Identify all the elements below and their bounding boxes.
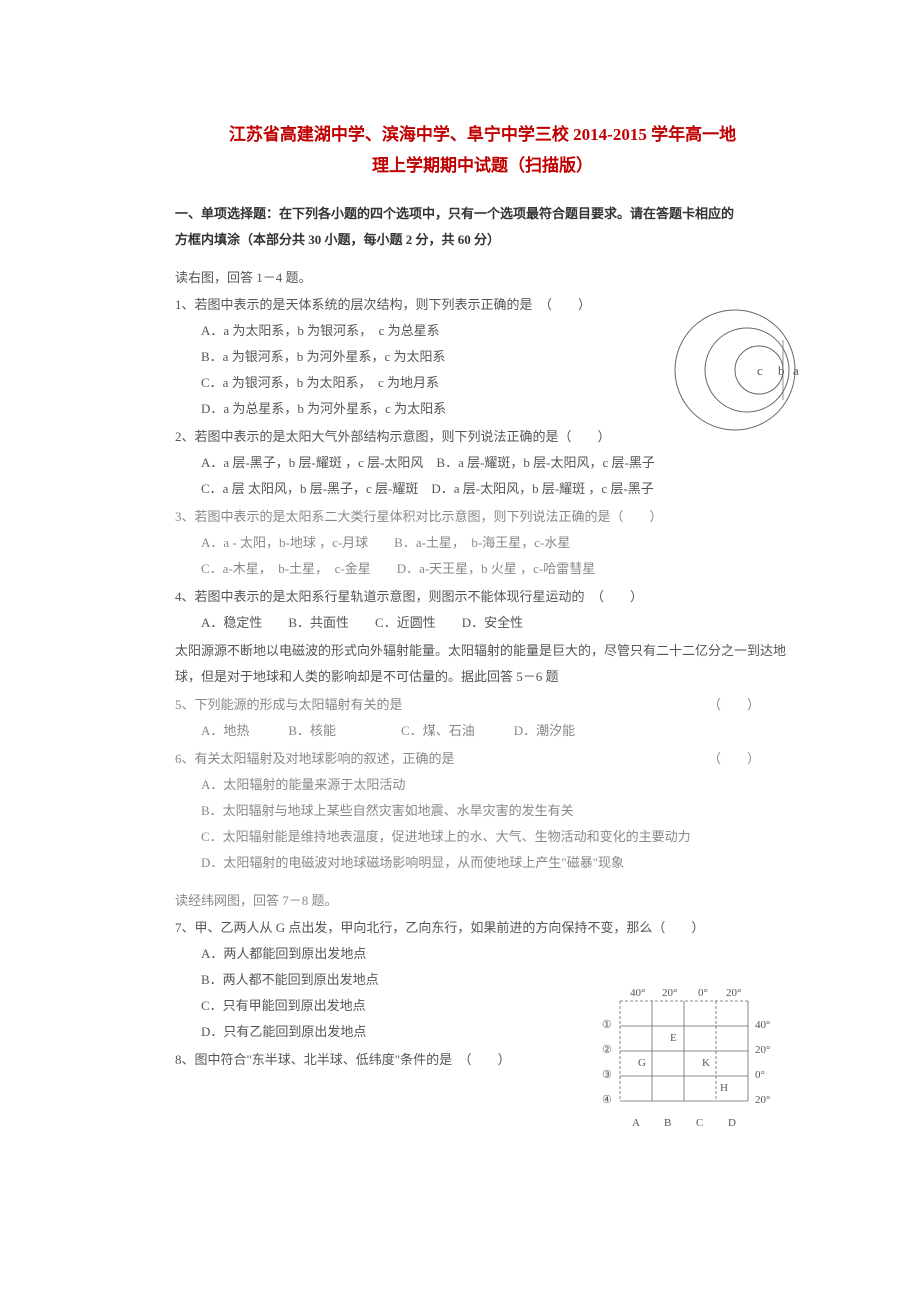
grid-right-2: 0° (755, 1069, 765, 1081)
q5-brackets: （ ） (708, 692, 760, 718)
q3-opt-ab: A．a - 太阳，b-地球 ，c-月球 B．a-土星， b-海王星，c-水星 (201, 530, 790, 556)
q6-opt-a: A．太阳辐射的能量来源于太阳活动 (201, 772, 790, 798)
section-header-1: 一、单项选择题：在下列各小题的四个选项中，只有一个选项最符合题目要求。请在答题卡… (175, 201, 790, 227)
q1-opt-a: A．a 为太阳系，b 为银河系， c 为总星系 (201, 318, 640, 344)
intro-1-4: 读右图，回答 1－4 题。 (175, 267, 790, 286)
intro-7-8: 读经纬网图，回答 7－8 题。 (175, 890, 790, 909)
grid-right-0: 40° (755, 1019, 770, 1031)
grid-cell-H: H (720, 1082, 728, 1094)
q6-stem: 6、有关太阳辐射及对地球影响的叙述，正确的是 （ ） (175, 746, 790, 772)
q7-opt-b: B．两人都不能回到原出发地点 (201, 967, 570, 993)
q6-opt-b: B．太阳辐射与地球上某些自然灾害如地震、水旱灾害的发生有关 (201, 798, 790, 824)
grid-right-3: 20° (755, 1094, 770, 1106)
q6-text: 6、有关太阳辐射及对地球影响的叙述，正确的是 (175, 751, 455, 766)
title-line-1: 江苏省高建湖中学、滨海中学、阜宁中学三校 2014-2015 学年高一地 (175, 120, 790, 151)
q7-opt-c: C．只有甲能回到原出发地点 (201, 993, 570, 1019)
q6-opt-d: D．太阳辐射的电磁波对地球磁场影响明显，从而使地球上产生"磁暴"现象 (201, 850, 790, 876)
q4-opts: A．稳定性 B．共面性 C．近圆性 D．安全性 (201, 610, 790, 636)
grid-top-3: 20° (726, 987, 741, 999)
q1-opt-b: B．a 为银河系，b 为河外星系，c 为太阳系 (201, 344, 640, 370)
q5-text: 5、下列能源的形成与太阳辐射有关的是 (175, 697, 403, 712)
grid-cell-G: G (638, 1057, 646, 1069)
grid-top-1: 20° (662, 987, 677, 999)
q3-opt-cd: C．a-木星， b-土星， c-金星 D．a-天王星，b 火星 ，c-哈雷彗星 (201, 556, 790, 582)
q1-stem: 1、若图中表示的是天体系统的层次结构，则下列表示正确的是 （ ） (175, 292, 640, 318)
q1-opt-c: C．a 为银河系，b 为太阳系， c 为地月系 (201, 370, 640, 396)
q2-opt-ab: A．a 层-黑子，b 层-耀斑 ，c 层-太阳风 B．a 层-耀斑，b 层-太阳… (201, 450, 790, 476)
grid-top-2: 0° (698, 987, 708, 999)
q3-stem: 3、若图中表示的是太阳系二大类行星体积对比示意图，则下列说法正确的是（ ） (175, 504, 790, 530)
grid-cell-E: E (670, 1032, 677, 1044)
para-5-6: 太阳源源不断地以电磁波的形式向外辐射能量。太阳辐射的能量是巨大的，尽管只有二十二… (175, 638, 790, 690)
grid-left-0: ① (602, 1019, 612, 1031)
label-a: a (793, 363, 799, 378)
grid-right-1: 20° (755, 1044, 770, 1056)
grid-left-2: ③ (602, 1069, 612, 1081)
q5-opts: A．地热 B．核能 C．煤、石油 D．潮汐能 (201, 718, 790, 744)
label-b: b (778, 363, 785, 378)
grid-bottom-2: C (696, 1117, 703, 1129)
grid-left-3: ④ (602, 1094, 612, 1106)
grid-left-1: ② (602, 1044, 612, 1056)
section-header-2: 方框内填涂（本部分共 30 小题，每小题 2 分，共 60 分） (175, 227, 790, 253)
grid-bottom-1: B (664, 1117, 671, 1129)
q1-opt-d: D．a 为总星系，b 为河外星系，c 为太阳系 (201, 396, 640, 422)
q6-opt-c: C．太阳辐射能是维持地表温度，促进地球上的水、大气、生物活动和变化的主要动力 (201, 824, 790, 850)
grid-bottom-3: D (728, 1117, 736, 1129)
grid-cell-K: K (702, 1057, 710, 1069)
grid-bottom-0: A (632, 1117, 640, 1129)
q7-opt-d: D．只有乙能回到原出发地点 (201, 1019, 570, 1045)
q2-opt-cd: C．a 层 太阳风，b 层-黑子，c 层-耀斑 D．a 层-太阳风，b 层-耀斑… (201, 476, 790, 502)
diagram-circles: c b a (665, 300, 805, 440)
diagram-grid: 40° 20° 0° 20° 40° 20° 0° 20° ① ② ③ ④ A … (590, 986, 790, 1146)
q6-brackets: （ ） (708, 746, 760, 772)
q5-stem: 5、下列能源的形成与太阳辐射有关的是 （ ） (175, 692, 790, 718)
grid-top-0: 40° (630, 987, 645, 999)
label-c: c (757, 363, 763, 378)
q7-stem: 7、甲、乙两人从 G 点出发，甲向北行，乙向东行，如果前进的方向保持不变，那么（… (175, 915, 790, 941)
title-line-2: 理上学期期中试题（扫描版） (175, 151, 790, 182)
q4-stem: 4、若图中表示的是太阳系行星轨道示意图，则图示不能体现行星运动的 （ ） (175, 584, 790, 610)
q7-opt-a: A．两人都能回到原出发地点 (201, 941, 570, 967)
